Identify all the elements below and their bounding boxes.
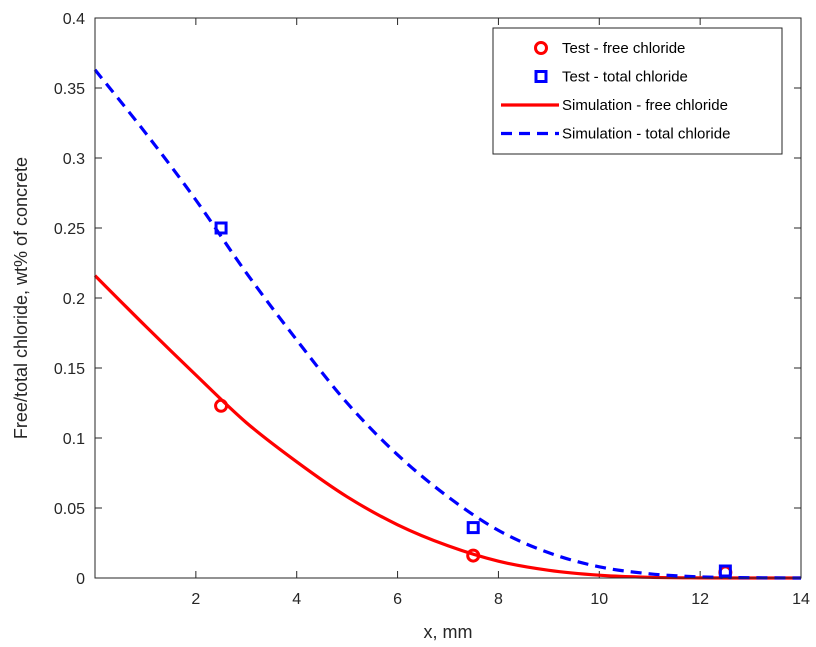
y-tick-label: 0.2 — [63, 291, 85, 308]
data-point-circle — [214, 398, 229, 413]
legend-label: Test - total chloride — [562, 69, 688, 86]
legend-label: Test - free chloride — [562, 40, 685, 57]
y-tick-label: 0.1 — [63, 431, 85, 448]
x-axis-title: x, mm — [424, 622, 473, 642]
y-tick-label: 0.25 — [54, 221, 85, 238]
y-tick-label: 0.15 — [54, 361, 85, 378]
y-tick-label: 0.35 — [54, 81, 85, 98]
plot-frame — [94, 17, 802, 579]
y-axis-title: Free/total chloride, wt% of concrete — [11, 157, 31, 439]
data-point-square — [718, 564, 732, 578]
y-tick-label: 0.05 — [54, 501, 85, 518]
data-point-circle — [466, 548, 481, 563]
y-tick-label: 0.3 — [63, 151, 85, 168]
y-tick-label: 0 — [76, 571, 85, 588]
x-tick-label: 6 — [393, 591, 402, 608]
y-tick-label: 0.4 — [63, 11, 85, 28]
legend-label: Simulation - total chloride — [562, 126, 730, 143]
legend-symbol-square — [534, 70, 548, 83]
legend-label: Simulation - free chloride — [562, 97, 728, 114]
legend-symbol-circle — [534, 41, 548, 55]
x-tick-label: 12 — [691, 591, 709, 608]
x-tick-label: 10 — [590, 591, 608, 608]
x-tick-label: 8 — [494, 591, 503, 608]
axes-layer: 2 4 6 8 10 12 14 0 0.05 0.1 0.15 0.2 0.25 0.3 0.35 0.4 — [54, 11, 810, 608]
series-line-simulation-total-chloride — [93, 68, 802, 580]
x-tick-label: 14 — [792, 591, 810, 608]
x-tick-label: 2 — [191, 591, 200, 608]
data-point-square — [214, 221, 228, 235]
data-point-square — [466, 521, 480, 535]
x-tick-label: 4 — [292, 591, 301, 608]
legend: Test - free chloride Test - total chlorid… — [492, 27, 783, 155]
